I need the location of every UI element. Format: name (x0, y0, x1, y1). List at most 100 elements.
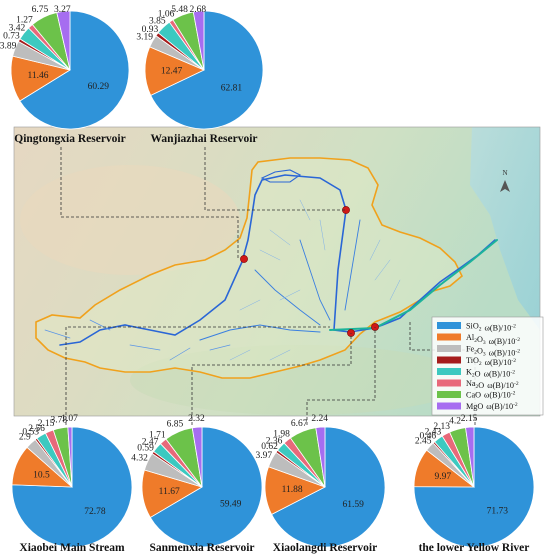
sea-area (470, 127, 540, 330)
pie-sanmenxia-reservoir: 59.49 11.67 4.320.592.471.716.85 2.32 Sanmen… (131, 414, 263, 554)
pie-title: Wanjiazhai Reservoir (151, 133, 258, 145)
pie-value-label-cao: 6.85 (167, 420, 184, 430)
tributary-upper (44, 319, 231, 361)
pie-slice-mgo (56, 10, 71, 71)
legend-box (431, 316, 544, 416)
leader-xiaobei (65, 326, 330, 425)
yellow-river-basin-boundary (35, 157, 463, 379)
pie-value-label-k2o: 2.36 (266, 437, 283, 447)
pie-qingtongxia-reservoir: 60.29 11.46 3.890.733.421.276.75 3.27 Qingto… (0, 5, 130, 145)
reservoir-markers (240, 206, 379, 337)
pie-xiaobei-main-stream: 72.78 10.5 2.90.532.562.153.781.07 Xiaobei … (11, 414, 133, 554)
pie-value-label-cao: 6.75 (32, 5, 49, 15)
pie-value-label-na2o: 2.15 (38, 419, 55, 429)
legend-swatch-cao (437, 391, 461, 398)
pie-value-label-al2o3: 10.5 (33, 471, 50, 481)
legend-swatch-mgo (437, 402, 461, 410)
pie-slice-sio2 (149, 426, 263, 548)
pie-value-label-na2o: 1.06 (158, 10, 175, 20)
pie-value-label-na2o: 1.98 (273, 429, 290, 439)
pie-value-label-na2o: 2.13 (433, 422, 450, 432)
pie-charts: 60.29 11.46 3.890.733.421.276.75 3.27 Qingto… (0, 5, 535, 554)
pie-title: the lower Yellow River (419, 542, 530, 554)
pie-value-label-mgo: 2.32 (188, 414, 205, 424)
pie-value-label-fe2o3: 3.89 (0, 41, 17, 51)
legend-label-na2o: Na2O ω(B)/10-2 (466, 379, 519, 390)
legend-swatch-na2o (437, 379, 461, 387)
pie-title: Sanmenxia Reservoir (149, 542, 254, 554)
pie-value-label-al2o3: 11.46 (27, 71, 48, 81)
pie-value-label-tio2: 0.62 (261, 442, 278, 452)
pie-value-label-fe2o3: 3.97 (255, 451, 272, 461)
pie-title: Qingtongxia Reservoir (14, 133, 125, 145)
leader-qingtongxia (60, 147, 239, 259)
pie-slice-mgo (315, 426, 326, 488)
pie-slice-sio2 (271, 426, 386, 548)
north-arrow-icon (500, 180, 510, 192)
pie-value-label-mgo: 2.15 (461, 414, 478, 424)
pie-value-label-sio2: 61.59 (343, 500, 365, 510)
pie-value-label-k2o: 2.43 (425, 428, 442, 438)
pie-value-label-al2o3: 11.67 (159, 487, 180, 497)
pie-value-label-k2o: 3.85 (149, 17, 166, 27)
legend-label-k2o: K2O ω(B)/10-2 (466, 368, 515, 379)
pie-value-label-cao: 6.67 (291, 419, 308, 429)
ordos-loop (260, 169, 302, 183)
pie-value-label-tio2: 0.53 (22, 428, 39, 438)
pie-value-label-fe2o3: 2.45 (415, 436, 432, 446)
legend-swatch-sio2 (437, 322, 461, 329)
legend-swatch-k2o (437, 368, 461, 375)
legend-swatch-fe2o3 (437, 345, 461, 352)
pie-value-label-fe2o3: 4.32 (131, 454, 148, 464)
pie-slice-sio2 (19, 10, 130, 130)
pie-value-label-sio2: 60.29 (88, 82, 110, 92)
pie-title: Xiaolangdi Reservoir (273, 542, 377, 554)
leader-xiaolangdi (306, 327, 376, 425)
pie-value-label-al2o3: 9.97 (434, 472, 451, 482)
tributary-jing (254, 269, 321, 326)
pie-value-label-cao: 3.78 (50, 415, 67, 425)
legend-label-sio2: SiO2 ω(B)/10-2 (466, 322, 516, 333)
pie-slice-sio2 (150, 10, 264, 130)
pie-the-lower-yellow-river: 71.73 9.97 2.450.462.432.134.2 2.15 the lowe… (413, 414, 535, 554)
pie-xiaolangdi-reservoir: 61.59 11.88 3.970.622.361.986.67 2.24 Xiaola… (255, 414, 386, 554)
pie-value-label-mgo: 2.68 (189, 5, 206, 15)
pie-value-label-cao: 5.48 (171, 5, 188, 15)
pie-value-label-al2o3: 11.88 (282, 485, 303, 495)
pie-value-label-k2o: 2.56 (28, 424, 45, 434)
pie-value-label-tio2: 0.73 (3, 32, 20, 42)
pie-value-label-na2o: 1.27 (16, 16, 33, 26)
lower-yellow-river (329, 239, 498, 331)
pie-value-label-mgo: 2.24 (311, 414, 328, 424)
pie-value-label-sio2: 62.81 (221, 83, 243, 93)
pie-value-label-al2o3: 12.47 (161, 67, 183, 77)
pie-value-label-mgo: 1.07 (61, 414, 78, 424)
pie-slice-sio2 (413, 426, 535, 548)
legend-label-fe2o3: Fe2O3 ω(B)/10-2 (466, 345, 520, 358)
pie-slice-mgo (465, 426, 475, 488)
pie-slice-mgo (192, 10, 205, 71)
pie-slice-mgo (67, 426, 73, 488)
tributary-wei (199, 324, 321, 341)
pie-value-label-cao: 4.2 (449, 417, 461, 427)
pie-value-label-fe2o3: 3.19 (136, 33, 153, 43)
river-network (44, 169, 498, 361)
pie-value-label-sio2: 59.49 (220, 499, 242, 509)
leader-wanjiazhai (204, 147, 346, 211)
map-frame (13, 126, 541, 417)
legend-label-cao: CaO ω(B)/10-2 (466, 391, 516, 400)
tributary-fen (344, 219, 361, 311)
pie-value-label-sio2: 72.78 (84, 507, 106, 517)
pie-value-label-k2o: 3.42 (9, 24, 26, 34)
marker-qingtongxia (240, 255, 248, 263)
legend-label-mgo: MgO ω(B)/10-2 (466, 402, 518, 411)
pie-value-label-tio2: 0.59 (137, 443, 154, 453)
pie-value-label-sio2: 71.73 (487, 506, 509, 516)
north-label: N (502, 169, 507, 177)
legend-label-al2o3: Al2O3 ω(B)/10-2 (466, 333, 520, 346)
mountain-shading (130, 345, 470, 415)
pie-value-label-tio2: 0.46 (419, 432, 436, 442)
pie-value-label-tio2: 0.93 (142, 25, 159, 35)
